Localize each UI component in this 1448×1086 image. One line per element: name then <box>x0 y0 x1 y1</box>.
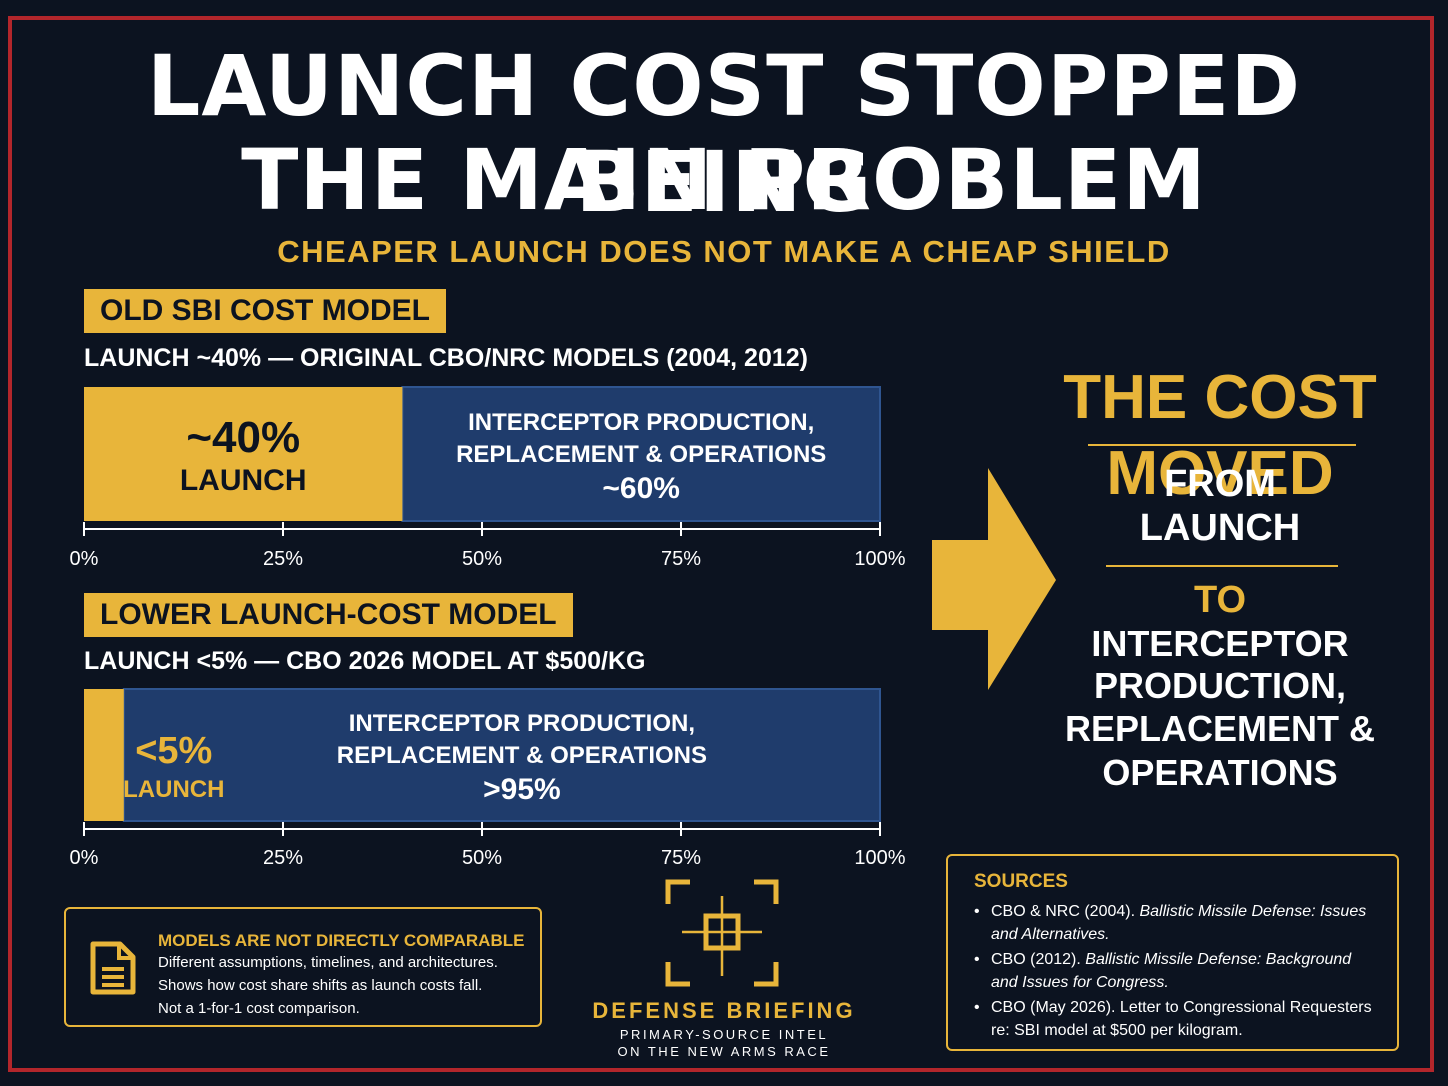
bar-segment-launch <box>84 689 124 821</box>
brand-tagline-1: PRIMARY-SOURCE INTEL <box>619 1027 829 1042</box>
to-line-2: PRODUCTION, <box>1094 665 1346 706</box>
source-item: • CBO (2012). Ballistic Missile Defense:… <box>974 951 1352 991</box>
interceptor-label-line-2: REPLACEMENT & OPERATIONS <box>337 742 707 769</box>
x-tick-label: 75% <box>661 847 701 869</box>
new-model-tag: LOWER LAUNCH-COST MODEL <box>84 593 573 637</box>
outer-frame <box>8 16 1434 1072</box>
from-value: LAUNCH <box>1139 507 1301 549</box>
divider-top <box>1088 444 1356 446</box>
note-heading: MODELS ARE NOT DIRECTLY COMPARABLE <box>158 931 525 950</box>
interceptor-label-line-2: REPLACEMENT & OPERATIONS <box>456 441 826 468</box>
source-prefix: CBO (May 2026). Letter to Congressional … <box>991 999 1372 1039</box>
cost-moved-heading: THE COST MOVED <box>1063 363 1377 508</box>
to-line-1: INTERCEPTOR <box>1091 623 1349 664</box>
divider-bottom <box>1106 565 1338 567</box>
launch-share-label: LAUNCH <box>123 776 224 803</box>
document-icon <box>90 941 136 995</box>
to-line-4: OPERATIONS <box>1102 752 1338 793</box>
source-item: • CBO & NRC (2004). Ballistic Missile De… <box>974 903 1367 943</box>
interceptor-label-line-1: INTERCEPTOR PRODUCTION, <box>349 710 695 737</box>
launch-share-label: LAUNCH <box>180 464 307 497</box>
to-label: TO <box>1193 579 1247 621</box>
note-line-2: Shows how cost share shifts as launch co… <box>158 977 483 994</box>
new-model-caption: LAUNCH <5% — CBO 2026 MODEL AT $500/KG <box>84 647 646 675</box>
note-line-3: Not a 1-for-1 cost comparison. <box>158 1000 360 1017</box>
comparability-note: MODELS ARE NOT DIRECTLY COMPARABLE Diffe… <box>64 907 542 1027</box>
launch-share-value: ~40% <box>186 413 300 462</box>
page-title-line-1: LAUNCH COST STOPPED BEING <box>146 37 1302 231</box>
source-title: Ballistic Missile Defense: Issues and Al… <box>991 903 1367 943</box>
x-tick-label: 100% <box>854 548 905 570</box>
brand-tagline-2: ON THE NEW ARMS RACE <box>617 1044 831 1059</box>
from-label: FROM <box>1164 463 1276 505</box>
source-item: • CBO (May 2026). Letter to Congressiona… <box>974 999 1372 1039</box>
sources-heading: SOURCES <box>974 871 1068 892</box>
launch-share-value: <5% <box>135 730 212 772</box>
note-line-1: Different assumptions, timelines, and ar… <box>158 954 498 971</box>
x-tick-label: 100% <box>854 847 905 869</box>
old-model-tag: OLD SBI COST MODEL <box>84 289 446 333</box>
source-prefix: CBO & NRC (2004). <box>991 903 1140 920</box>
x-tick-label: 25% <box>263 847 303 869</box>
source-title: Ballistic Missile Defense: Background an… <box>991 951 1352 991</box>
crosshair-logo-icon <box>665 879 779 987</box>
right-arrow-icon <box>932 468 1056 690</box>
sources-box: SOURCES • CBO & NRC (2004). Ballistic Mi… <box>946 854 1399 1051</box>
bar-segment-interceptor <box>122 688 882 822</box>
interceptor-share-value: >95% <box>483 773 561 806</box>
page-subtitle: CHEAPER LAUNCH DOES NOT MAKE A CHEAP SHI… <box>277 234 1171 269</box>
page-title-line-2: THE MAIN PROBLEM <box>241 131 1207 229</box>
x-tick-label: 75% <box>661 548 701 570</box>
x-tick-label: 0% <box>70 548 99 570</box>
x-tick-label: 0% <box>70 847 99 869</box>
old-model-caption: LAUNCH ~40% — ORIGINAL CBO/NRC MODELS (2… <box>84 344 808 372</box>
interceptor-share-value: ~60% <box>602 472 680 505</box>
brand-name: DEFENSE BRIEFING <box>592 998 856 1023</box>
x-tick-label: 50% <box>462 548 502 570</box>
x-tick-label: 50% <box>462 847 502 869</box>
source-prefix: CBO (2012). <box>991 951 1086 968</box>
interceptor-label-line-1: INTERCEPTOR PRODUCTION, <box>468 409 814 436</box>
to-line-3: REPLACEMENT & <box>1064 708 1375 749</box>
bar-segment-interceptor <box>401 386 881 522</box>
bar-segment-launch <box>84 387 403 521</box>
x-tick-label: 25% <box>263 548 303 570</box>
